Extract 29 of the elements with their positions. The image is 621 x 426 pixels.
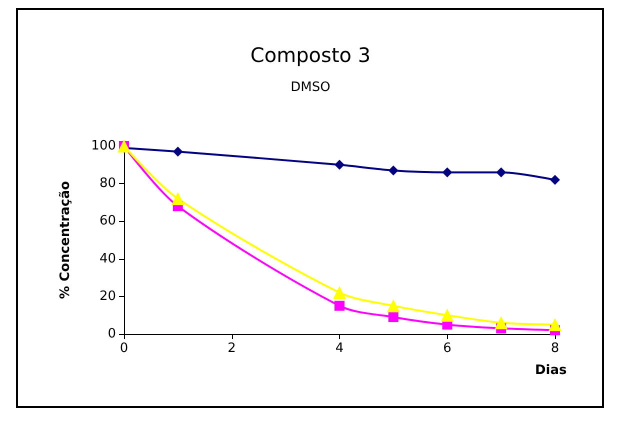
point: [550, 174, 560, 185]
point: [440, 308, 454, 322]
chart-subtitle: DMSO: [290, 80, 330, 95]
point: [334, 300, 344, 311]
point: [172, 146, 183, 157]
x-tick-label: 6: [443, 341, 452, 356]
x-tick-label: 0: [120, 341, 128, 356]
y-tick-label: 80: [99, 176, 116, 192]
point: [171, 192, 184, 206]
chart-title: Composto 3: [250, 43, 371, 67]
x-axis-title: Dias: [535, 363, 568, 378]
y-tick-label: 100: [91, 138, 116, 154]
point: [386, 299, 400, 312]
y-tick-label: 40: [99, 251, 116, 266]
y-tick-label: 20: [99, 288, 116, 304]
x-tick-label: 2: [228, 341, 236, 356]
point: [334, 160, 344, 170]
point: [496, 167, 506, 178]
point: [333, 286, 346, 300]
y-axis-title: % Concentração: [58, 181, 73, 299]
x-tick-label: 8: [550, 341, 560, 356]
point: [388, 165, 398, 176]
point: [442, 167, 452, 178]
point: [548, 318, 562, 332]
point: [494, 316, 508, 330]
x-tick-label: 4: [335, 341, 344, 356]
y-tick-label: 0: [108, 326, 116, 342]
point: [388, 312, 398, 322]
y-tick-label: 60: [99, 214, 116, 229]
